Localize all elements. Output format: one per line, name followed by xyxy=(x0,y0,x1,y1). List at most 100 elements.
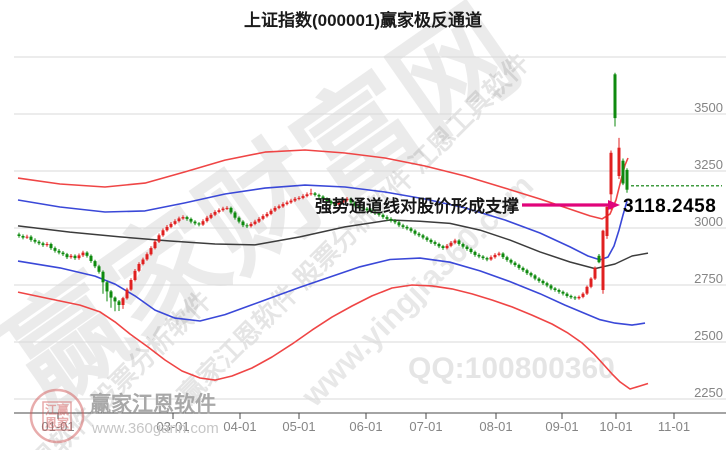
candle-body xyxy=(153,241,157,249)
candle-body xyxy=(585,286,589,294)
candle-body xyxy=(433,242,437,244)
candle-body xyxy=(269,210,273,214)
candle-body xyxy=(57,250,61,253)
candle-body xyxy=(253,221,257,224)
candle-body xyxy=(477,254,481,257)
candle-body xyxy=(73,255,77,259)
candle-body xyxy=(265,213,269,217)
candle-body xyxy=(557,290,561,292)
candle-body xyxy=(261,216,265,219)
candle-body xyxy=(501,253,505,258)
candle-body xyxy=(33,239,37,242)
candle-body xyxy=(257,218,261,222)
candle-body xyxy=(273,207,277,211)
chart-title: 上证指数(000001)赢家极反通道 xyxy=(244,10,482,30)
candle-body xyxy=(17,234,21,236)
candle-body xyxy=(609,152,613,195)
candle-body xyxy=(173,221,177,224)
y-axis-label: 3000 xyxy=(694,214,723,229)
candle-body xyxy=(121,298,125,305)
upper-inner-rail-line xyxy=(17,184,628,261)
x-axis-label: 07-01 xyxy=(409,419,442,434)
candle-body xyxy=(421,235,425,238)
candle-body xyxy=(381,214,385,218)
candle-body xyxy=(413,230,417,234)
candle-body xyxy=(117,301,121,305)
candle-body xyxy=(113,297,117,302)
y-axis-label: 3500 xyxy=(694,100,723,115)
candle-body xyxy=(317,194,321,197)
y-axis-label: 2750 xyxy=(694,271,723,286)
candle-body xyxy=(369,210,373,212)
candle-body xyxy=(365,208,369,211)
candle-body xyxy=(25,236,29,238)
channel-lines xyxy=(17,149,649,390)
candle-body xyxy=(565,293,569,296)
candle-body xyxy=(225,207,229,209)
candle-body xyxy=(249,223,253,227)
candle-body xyxy=(389,218,393,221)
candle-body xyxy=(529,273,533,276)
candle-body xyxy=(349,198,353,203)
y-axis-label: 2250 xyxy=(694,385,723,400)
candle-body xyxy=(445,245,449,249)
lower-inner-rail-line xyxy=(17,257,646,326)
candle-body xyxy=(181,217,185,219)
candle-body xyxy=(105,282,109,292)
candle-body xyxy=(161,230,165,236)
candle-body xyxy=(377,213,381,215)
candle-body xyxy=(109,291,113,298)
candle-body xyxy=(321,196,325,199)
candle-body xyxy=(169,223,173,227)
candle-body xyxy=(89,255,93,261)
x-axis-label: 08-01 xyxy=(479,419,512,434)
candle-body xyxy=(241,221,245,226)
candle-body xyxy=(493,254,497,258)
candle-body xyxy=(197,223,201,225)
candle-body xyxy=(449,242,453,246)
grid-layer: 3500 3250 3000 2750 2500 2250 xyxy=(14,56,726,400)
x-axis-label: 10-01 xyxy=(599,419,632,434)
x-axis-label: 11-01 xyxy=(658,419,690,434)
candle-body xyxy=(597,255,601,263)
candle-body xyxy=(21,236,25,238)
candle-body xyxy=(209,214,213,218)
candle-body xyxy=(285,202,289,205)
candle-body xyxy=(473,251,477,255)
candle-body xyxy=(397,222,401,226)
support-price-value: 3118.2458 xyxy=(623,196,716,217)
x-axis-label: 06-01 xyxy=(349,419,382,434)
candle-body xyxy=(129,280,133,290)
candle-body xyxy=(133,270,137,280)
candle-body xyxy=(217,210,221,212)
candle-body xyxy=(69,255,73,258)
candle-body xyxy=(297,197,301,199)
candle-body xyxy=(301,196,305,198)
candle-body xyxy=(625,169,629,190)
candle-body xyxy=(325,198,329,202)
candle-body xyxy=(605,207,609,236)
candle-body xyxy=(125,289,129,299)
candle-body xyxy=(337,202,341,205)
candle-body xyxy=(137,264,141,271)
candle-body xyxy=(561,291,565,294)
candle-body xyxy=(601,230,605,290)
candle-body xyxy=(553,288,557,290)
site-name-watermark: 赢家江恩软件 xyxy=(90,392,216,416)
candle-body xyxy=(621,160,625,184)
candle-body xyxy=(517,264,521,268)
candle-body xyxy=(145,254,149,260)
candle-body xyxy=(345,198,349,201)
candle-body xyxy=(41,243,45,246)
x-axis-label: 04-01 xyxy=(223,419,256,434)
y-axis-label: 2500 xyxy=(694,328,723,343)
candle-body xyxy=(157,235,161,242)
candle-body xyxy=(481,256,485,259)
candle-body xyxy=(485,258,489,260)
candle-body xyxy=(525,270,529,274)
candle-body xyxy=(81,252,85,256)
candle-body xyxy=(149,248,153,255)
